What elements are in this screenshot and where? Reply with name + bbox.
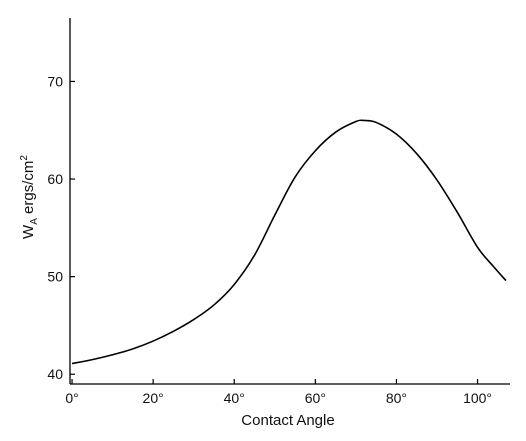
- series-line: [71, 119, 507, 365]
- x-tick-label: 60°: [305, 390, 326, 406]
- x-tick-label: 80°: [386, 390, 407, 406]
- y-tick-label: 60: [47, 171, 63, 187]
- y-tick-label: 50: [47, 269, 63, 285]
- y-axis-title-base: W: [20, 224, 37, 239]
- x-axis-title: Contact Angle: [241, 412, 334, 429]
- y-axis-title-sup: 2: [19, 155, 30, 161]
- x-tick-label: 40°: [224, 390, 245, 406]
- y-tick-label: 70: [47, 73, 63, 89]
- x-tick-label: 100°: [463, 390, 492, 406]
- y-ticks: 40 50 60 70: [47, 73, 75, 382]
- y-axis-title-mid: ergs/cm: [20, 161, 37, 219]
- axes: [69, 18, 510, 385]
- y-tick-label: 40: [47, 366, 63, 382]
- y-axis-title-sub: A: [29, 218, 40, 225]
- y-axis-title: WA ergs/cm2: [19, 155, 40, 239]
- x-ticks: 0° 20° 40° 60° 80° 100°: [65, 379, 492, 406]
- x-tick-label: 0°: [65, 390, 78, 406]
- x-tick-label: 20°: [143, 390, 164, 406]
